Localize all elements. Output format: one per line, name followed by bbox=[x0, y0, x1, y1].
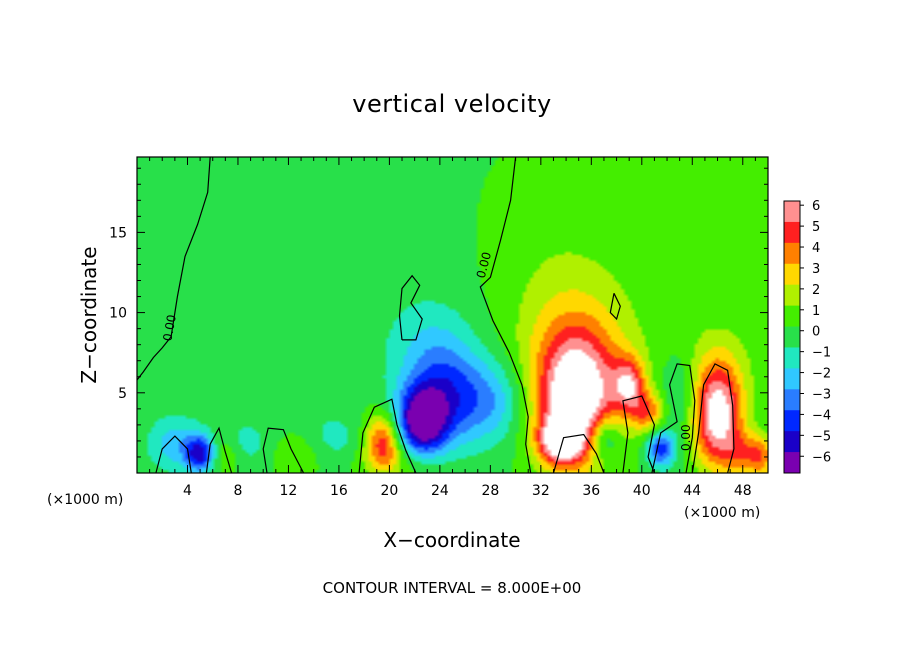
colorbar-label: 5 bbox=[812, 220, 820, 235]
x-tick-label: 24 bbox=[431, 483, 449, 499]
zero-contour-7 bbox=[622, 395, 656, 474]
x-tick-label: 8 bbox=[233, 483, 242, 499]
colorbar-label: −2 bbox=[812, 367, 831, 382]
zero-contour-9 bbox=[691, 363, 735, 474]
x-axis-unit: (×1000 m) bbox=[684, 505, 760, 521]
colorbar-frame bbox=[783, 200, 801, 474]
colorbar-label: 0 bbox=[812, 325, 820, 340]
contour-label-2: 0.00 bbox=[679, 424, 693, 451]
x-tick-label: 28 bbox=[481, 483, 499, 499]
contour-label-1: 0.00 bbox=[474, 250, 494, 279]
colorbar-label: −3 bbox=[812, 387, 831, 402]
x-tick-label: 36 bbox=[582, 483, 600, 499]
y-axis-label: Z−coordinate bbox=[77, 246, 101, 383]
contour-interval-note: CONTOUR INTERVAL = 8.000E+00 bbox=[323, 579, 582, 597]
colorbar-label: −6 bbox=[812, 450, 831, 465]
zero-contour-2 bbox=[398, 274, 423, 341]
colorbar-swatch bbox=[784, 431, 800, 453]
x-tick-label: 12 bbox=[280, 483, 298, 499]
x-tick-label: 32 bbox=[532, 483, 550, 499]
zero-contour-4 bbox=[358, 398, 417, 474]
colorbar-swatch bbox=[784, 326, 800, 348]
colorbar-label: 3 bbox=[812, 262, 820, 277]
colorbar-label: 4 bbox=[812, 241, 820, 256]
contour-label-0: 0.00 bbox=[160, 314, 178, 343]
zero-contour-11 bbox=[155, 435, 192, 474]
field-raster bbox=[137, 157, 768, 473]
colorbar-label: −1 bbox=[812, 346, 831, 361]
colorbar: 6 5 4 3 2 1 0 −1 −2 −3 −4 −5 −6 bbox=[783, 199, 831, 474]
zero-contour-0 bbox=[136, 156, 211, 381]
colorbar-swatch bbox=[784, 305, 800, 328]
y-tick-label: 5 bbox=[118, 386, 127, 402]
colorbar-swatch bbox=[784, 263, 800, 286]
x-tick-label: 20 bbox=[380, 483, 398, 499]
colorbar-swatch bbox=[784, 347, 800, 369]
colorbar-label: 6 bbox=[812, 199, 820, 214]
y-tick-label: 10 bbox=[109, 306, 127, 322]
colorbar-label: 1 bbox=[812, 304, 820, 319]
zero-contour-1 bbox=[479, 156, 532, 474]
zero-contour-3 bbox=[609, 293, 621, 321]
x-tick-label: 48 bbox=[734, 483, 752, 499]
zero-contour-5 bbox=[262, 427, 305, 474]
colorbar-label: −4 bbox=[812, 408, 831, 423]
y-tick-label: 15 bbox=[109, 225, 127, 241]
y-axis-unit: (×1000 m) bbox=[47, 492, 123, 508]
zero-contour-8 bbox=[651, 363, 696, 474]
colorbar-swatch bbox=[784, 410, 800, 432]
x-tick-label: 16 bbox=[330, 483, 348, 499]
colorbar-swatch bbox=[784, 284, 800, 307]
x-tick-label: 44 bbox=[683, 483, 701, 499]
colorbar-swatch bbox=[784, 368, 800, 390]
zero-contour-6 bbox=[205, 426, 233, 474]
zero-contour-10 bbox=[552, 433, 605, 474]
x-tick-label: 4 bbox=[183, 483, 192, 499]
colorbar-swatch bbox=[784, 452, 800, 474]
colorbar-swatch bbox=[784, 389, 800, 411]
colorbar-label: −5 bbox=[812, 429, 831, 444]
colorbar-swatch bbox=[784, 242, 800, 265]
colorbar-swatch bbox=[784, 221, 800, 244]
chart-title: vertical velocity bbox=[352, 90, 551, 118]
x-axis-label: X−coordinate bbox=[383, 528, 520, 552]
colorbar-swatch bbox=[784, 201, 800, 223]
colorbar-label: 2 bbox=[812, 283, 820, 298]
x-tick-label: 40 bbox=[633, 483, 651, 499]
